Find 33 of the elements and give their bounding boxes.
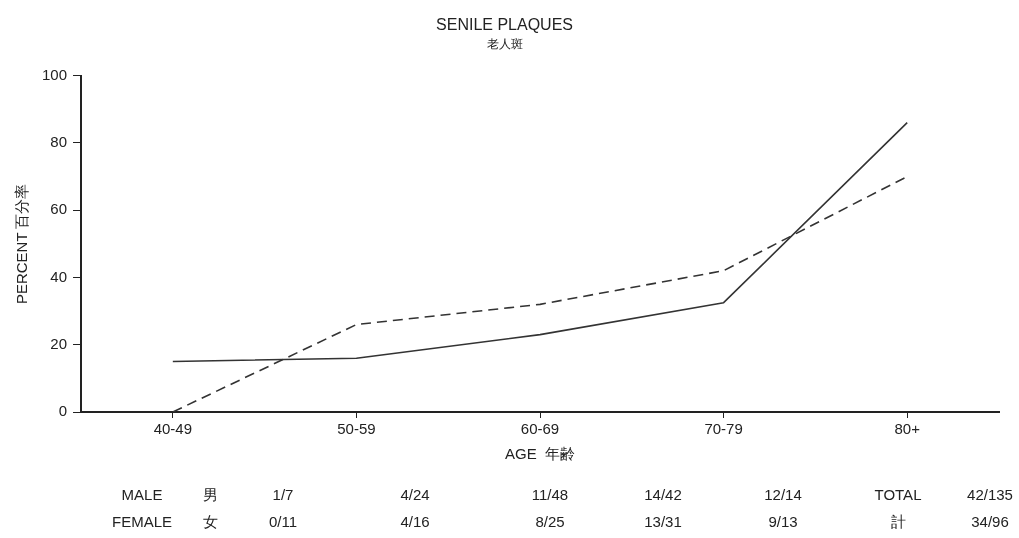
- text: 1/7: [272, 486, 294, 504]
- y-axis-title: PERCENT 百分率: [13, 183, 31, 305]
- chart-title: SENILE PLAQUES: [436, 16, 573, 34]
- text: 42/135: [967, 486, 1013, 504]
- text: 女: [202, 513, 218, 531]
- text: 0/11: [268, 513, 298, 531]
- text: MALE: [121, 486, 163, 504]
- y-tick-label: 0: [58, 402, 68, 420]
- text: 男: [202, 486, 218, 504]
- text: 4/16: [400, 513, 430, 531]
- text: 34/96: [971, 513, 1009, 531]
- text: FEMALE: [111, 513, 173, 531]
- text: 13/31: [644, 513, 682, 531]
- text: 4/24: [400, 486, 430, 504]
- text: 12/14: [764, 486, 802, 504]
- y-tick-label: 40: [50, 267, 68, 285]
- y-tick-label: 20: [50, 334, 68, 352]
- x-tick-label: 70-79: [704, 420, 743, 438]
- y-tick-label: 80: [50, 133, 68, 151]
- x-tick-label: 40-49: [153, 420, 193, 438]
- x-tick-label: 60-69: [520, 420, 560, 438]
- text: 14/42: [644, 486, 682, 504]
- x-axis-title: AGE 年齢: [505, 445, 576, 463]
- text: TOTAL: [874, 486, 922, 504]
- text: 8/25: [535, 513, 565, 531]
- y-tick-label: 100: [42, 65, 68, 83]
- x-tick-label: 50-59: [337, 420, 376, 438]
- y-tick-label: 60: [50, 200, 68, 218]
- text: 計: [890, 513, 906, 531]
- text: 11/48: [531, 486, 569, 504]
- text: 9/13: [768, 513, 798, 531]
- x-tick-label: 80+: [894, 420, 921, 438]
- chart-subtitle: 老人斑: [486, 36, 523, 51]
